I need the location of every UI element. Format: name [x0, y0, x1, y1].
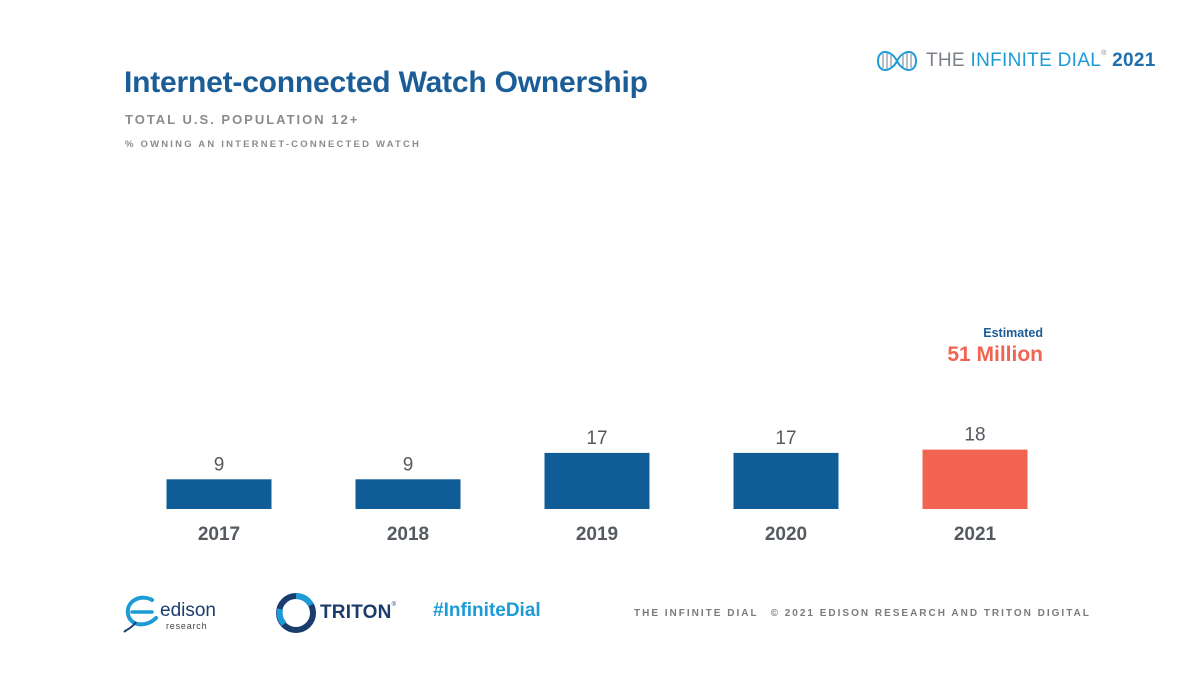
- edison-swoosh-icon: [123, 595, 158, 633]
- bar-2021: [922, 449, 1028, 509]
- chart-measure-label: % OWNING AN INTERNET-CONNECTED WATCH: [125, 139, 422, 150]
- bar-2018: [355, 479, 461, 509]
- edison-subtext: research: [166, 621, 208, 631]
- edison-research-logo: edison research: [122, 592, 232, 634]
- triton-logo: TRITON®: [276, 592, 396, 634]
- bar-2017: [166, 479, 272, 509]
- infinity-logo-icon: [876, 51, 918, 71]
- value-label-2020: 17: [775, 428, 796, 449]
- hashtag-link[interactable]: #InfiniteDial: [433, 600, 541, 621]
- value-label-2017: 9: [214, 454, 225, 475]
- bar-2020: [733, 452, 839, 509]
- brand-wordmark: THE INFINITE DIAL® 2021: [926, 50, 1156, 71]
- footer-credit-right: © 2021 EDISON RESEARCH AND TRITON DIGITA…: [770, 608, 1091, 619]
- bar-2019: [544, 452, 650, 509]
- category-label-2019: 2019: [576, 524, 618, 545]
- category-label-2021: 2021: [954, 524, 997, 545]
- category-label-2020: 2020: [765, 524, 807, 545]
- chart-title: Internet-connected Watch Ownership: [124, 66, 648, 99]
- value-label-2021: 18: [964, 425, 985, 446]
- infinite-dial-brand: THE INFINITE DIAL® 2021: [874, 46, 1156, 76]
- triton-emblem-icon: [276, 593, 316, 633]
- footer-credit-left: THE INFINITE DIAL: [634, 608, 759, 619]
- category-label-2017: 2017: [198, 524, 240, 545]
- estimate-label: Estimated: [983, 326, 1043, 340]
- edison-wordmark: edison: [160, 600, 216, 621]
- value-label-2018: 9: [403, 454, 414, 475]
- footer-credit: THE INFINITE DIAL © 2021 EDISON RESEARCH …: [634, 608, 1091, 619]
- category-label-2018: 2018: [387, 524, 429, 545]
- chart-subtitle: TOTAL U.S. POPULATION 12+: [125, 112, 360, 127]
- triton-wordmark: TRITON®: [320, 602, 397, 623]
- value-label-2019: 17: [586, 428, 607, 449]
- estimate-value: 51 Million: [947, 343, 1043, 366]
